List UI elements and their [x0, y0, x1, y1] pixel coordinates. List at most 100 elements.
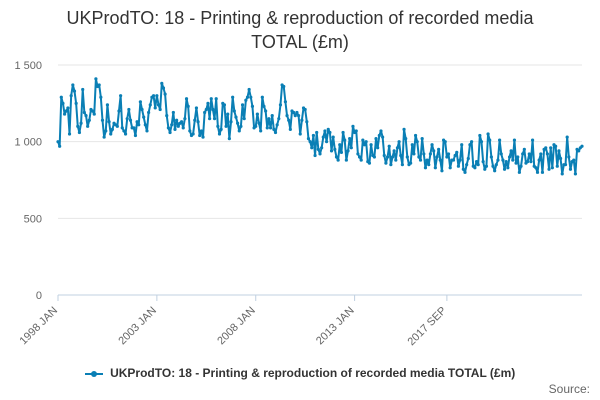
data-point	[237, 129, 241, 133]
data-point	[516, 155, 520, 159]
data-point	[282, 84, 286, 89]
data-point	[156, 103, 161, 107]
data-point	[361, 138, 365, 142]
data-point	[153, 106, 157, 110]
data-point	[155, 94, 159, 98]
data-point	[295, 110, 299, 115]
y-tick-label: 1 000	[14, 137, 42, 149]
data-point	[484, 164, 489, 168]
data-point	[82, 110, 86, 115]
data-point	[514, 161, 518, 165]
data-point	[397, 140, 401, 144]
data-point	[517, 170, 521, 174]
data-point	[563, 163, 568, 167]
data-point	[384, 161, 388, 165]
data-point	[560, 172, 564, 176]
data-point	[354, 129, 358, 133]
data-point	[410, 143, 414, 147]
data-point	[448, 166, 452, 170]
data-point	[262, 104, 266, 108]
data-point	[374, 137, 378, 141]
data-point	[196, 120, 200, 124]
data-point	[346, 149, 350, 153]
data-point	[333, 147, 337, 151]
data-point	[120, 126, 124, 130]
data-point	[443, 140, 447, 144]
data-point	[362, 143, 367, 147]
data-point	[348, 137, 352, 141]
y-tick-label: 500	[24, 213, 42, 225]
data-point	[498, 138, 502, 142]
data-point	[122, 129, 126, 133]
data-point	[565, 135, 569, 139]
data-point	[168, 130, 172, 135]
data-point	[298, 132, 302, 136]
data-point	[267, 117, 271, 121]
data-point	[179, 120, 184, 124]
data-point	[285, 114, 289, 118]
data-point	[435, 155, 439, 159]
data-point	[58, 144, 62, 148]
data-point	[479, 140, 484, 144]
data-point	[509, 149, 513, 153]
data-point	[539, 152, 543, 156]
data-point	[133, 133, 138, 138]
data-point	[554, 144, 558, 148]
data-point	[198, 133, 202, 138]
data-point	[395, 146, 400, 150]
data-point	[123, 132, 128, 136]
data-point	[549, 146, 553, 150]
data-point	[349, 146, 353, 150]
data-point	[311, 133, 316, 138]
data-point	[446, 152, 451, 156]
data-point	[489, 155, 493, 159]
data-point	[239, 124, 243, 128]
data-point	[331, 135, 335, 139]
data-point	[420, 137, 424, 141]
data-point	[244, 98, 248, 102]
data-point	[56, 140, 60, 144]
data-point	[461, 167, 465, 171]
source-label: Source:	[548, 382, 590, 396]
data-point	[458, 158, 462, 162]
data-point	[79, 121, 83, 125]
data-point	[557, 149, 561, 153]
axes: 0 500 1 000 1 500 1998 JAN 2003 JAN 2008 JAN 20…	[14, 60, 582, 348]
data-point	[165, 114, 169, 118]
data-point	[320, 146, 324, 150]
data-point	[379, 129, 383, 133]
data-point	[326, 127, 330, 131]
data-point	[67, 132, 72, 136]
data-point	[470, 140, 474, 144]
data-point	[385, 155, 390, 159]
data-point	[64, 109, 68, 113]
legend-label: UKProdTO: 18 - Printing & reproduction o…	[110, 366, 516, 380]
data-point	[287, 118, 291, 122]
data-point	[372, 155, 376, 159]
data-point	[272, 127, 276, 131]
data-point	[310, 146, 314, 150]
data-point	[466, 156, 470, 161]
data-point	[313, 153, 317, 158]
data-point	[580, 144, 584, 148]
data-point	[413, 133, 418, 138]
data-point	[422, 152, 426, 156]
data-point	[357, 155, 362, 159]
data-point	[100, 118, 105, 122]
x-tick-label: 2017 SEP	[405, 305, 449, 349]
x-tick-label: 1998 JAN	[17, 305, 60, 348]
data-point	[99, 95, 103, 99]
data-point	[506, 166, 510, 170]
data-point	[87, 118, 91, 122]
data-point	[170, 123, 174, 127]
legend[interactable]: UKProdTO: 18 - Printing & reproduction o…	[0, 366, 600, 380]
data-point	[148, 103, 152, 107]
data-point	[502, 167, 507, 171]
data-point	[343, 138, 347, 142]
data-point	[255, 112, 259, 116]
data-point	[405, 155, 409, 159]
data-point	[229, 120, 233, 124]
data-point	[329, 149, 334, 153]
data-point	[367, 161, 372, 165]
data-point	[175, 118, 179, 122]
